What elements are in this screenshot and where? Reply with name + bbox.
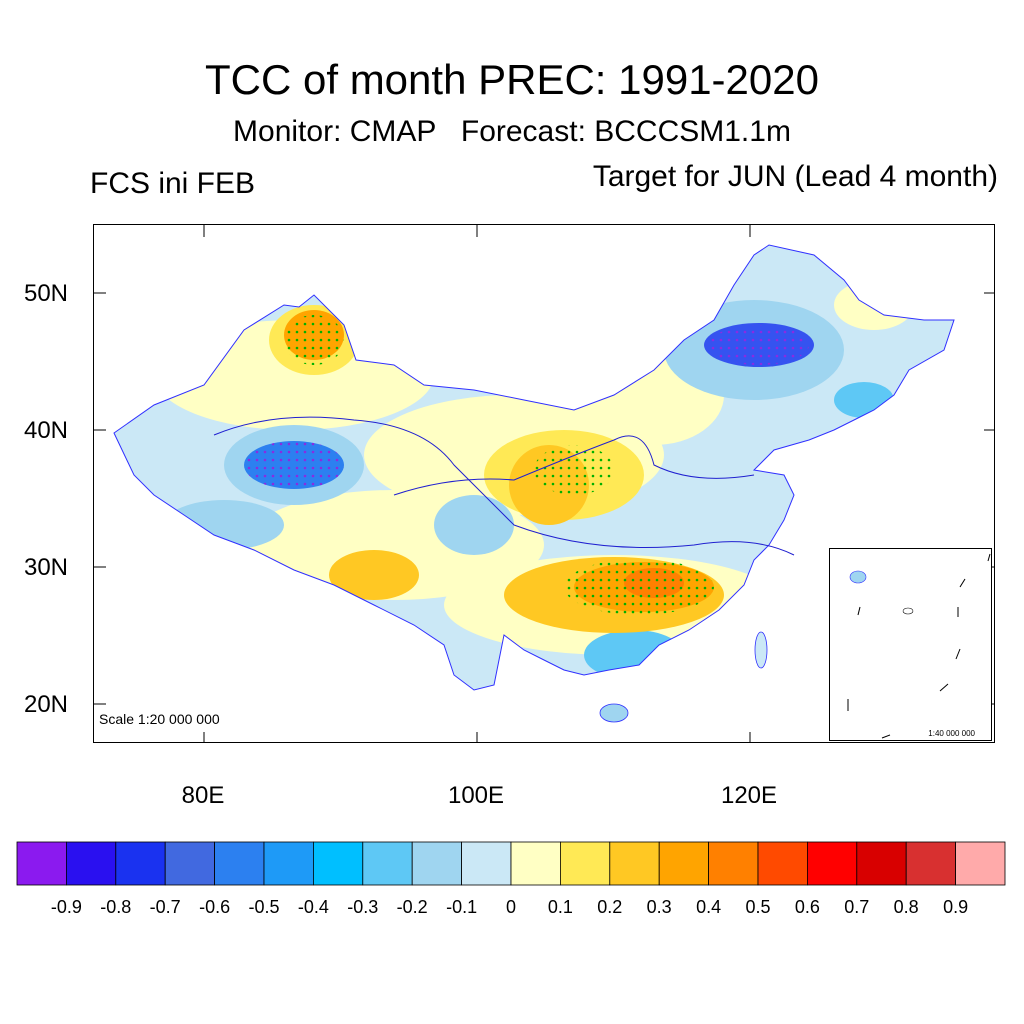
colorbar-label: 0.2 — [597, 897, 623, 917]
inset-scale-note: 1:40 000 000 — [928, 729, 975, 738]
colorbar-cell — [905, 841, 957, 886]
colorbar-cell — [757, 841, 808, 886]
colorbar-cell — [214, 841, 265, 886]
colorbar-label: -0.7 — [149, 897, 181, 917]
colorbar-label: -0.4 — [297, 897, 329, 917]
colorbar-label: -0.2 — [396, 897, 428, 917]
colorbar-cell — [708, 841, 759, 886]
colorbar-label: 0.9 — [943, 897, 969, 917]
colorbar-label: -0.6 — [199, 897, 231, 917]
colorbar-cell — [560, 841, 611, 886]
lon-label-80e: 80E — [181, 782, 225, 809]
left-label: FCS ini FEB — [90, 167, 256, 200]
colorbar-cell — [807, 841, 858, 886]
colorbar-label: -0.1 — [446, 897, 478, 917]
colorbar-cell — [115, 841, 166, 886]
colorbar-cell — [411, 841, 463, 886]
map-frame — [93, 224, 995, 743]
colorbar-label: 0.4 — [696, 897, 722, 917]
colorbar-cell — [609, 841, 660, 886]
colorbar-cell — [955, 841, 1006, 886]
south-china-sea-inset: 1:40 000 000 — [829, 548, 992, 741]
colorbar-cell — [66, 841, 117, 886]
colorbar-label: -0.5 — [248, 897, 280, 917]
colorbar-label: 0.3 — [646, 897, 672, 917]
colorbar-label: -0.3 — [347, 897, 379, 917]
colorbar-label: 0.8 — [893, 897, 919, 917]
colorbar-cell — [16, 841, 67, 886]
colorbar-cell — [263, 841, 314, 886]
right-label: Target for JUN (Lead 4 month) — [592, 160, 998, 193]
inset-svg — [847, 553, 991, 739]
colorbar-label: 0.6 — [794, 897, 820, 917]
colorbar-label: 0.1 — [547, 897, 573, 917]
colorbar-cell — [658, 841, 710, 886]
colorbar-label: 0.5 — [745, 897, 771, 917]
map-svg — [94, 225, 994, 742]
chart-subtitle: Monitor: CMAP Forecast: BCCCSM1.1m — [233, 115, 791, 148]
lat-label-50n: 50N — [23, 280, 68, 307]
colorbar-cell — [362, 841, 413, 886]
lat-label-40n: 40N — [23, 417, 68, 444]
colorbar-cell — [461, 841, 512, 886]
colorbar-label: -0.8 — [100, 897, 132, 917]
lat-label-20n: 20N — [23, 691, 68, 718]
colorbar-label: -0.9 — [50, 897, 82, 917]
colorbar-label: 0.7 — [844, 897, 870, 917]
scale-note: Scale 1:20 000 000 — [99, 711, 220, 727]
colorbar-cell — [510, 841, 561, 886]
lat-label-30n: 30N — [23, 554, 68, 581]
colorbar-cell — [856, 841, 907, 886]
lon-label-120e: 120E — [720, 782, 778, 809]
colorbar-label: 0 — [505, 897, 516, 917]
lon-label-100e: 100E — [447, 782, 505, 809]
chart-title: TCC of month PREC: 1991-2020 — [205, 56, 819, 103]
colorbar-cell — [164, 841, 215, 886]
colorbar-cell — [312, 841, 364, 886]
